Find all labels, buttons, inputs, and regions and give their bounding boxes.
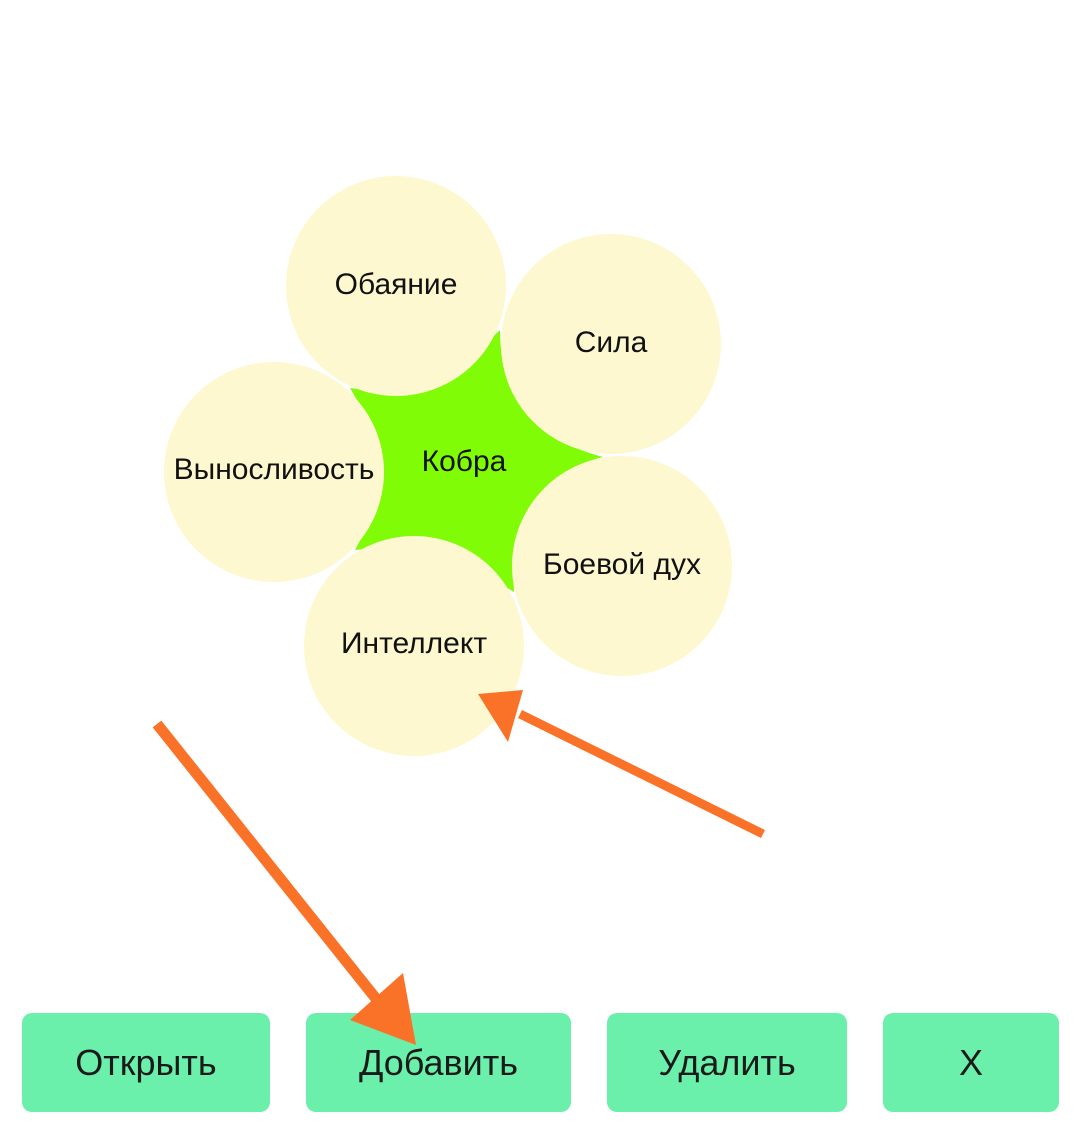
petal-intellect[interactable]: Интеллект (304, 536, 524, 756)
petal-charm[interactable]: Обаяние (286, 176, 506, 396)
petal-fighting-spirit[interactable]: Боевой дух (512, 456, 732, 676)
open-button[interactable]: Открыть (22, 1013, 270, 1112)
close-button[interactable]: X (883, 1013, 1059, 1112)
center-node-kobra[interactable] (350, 330, 603, 592)
petal-strength[interactable]: Сила (501, 234, 721, 454)
delete-button[interactable]: Удалить (607, 1013, 847, 1112)
petal-endurance[interactable]: Выносливость (164, 362, 384, 582)
add-button[interactable]: Добавить (306, 1013, 571, 1112)
